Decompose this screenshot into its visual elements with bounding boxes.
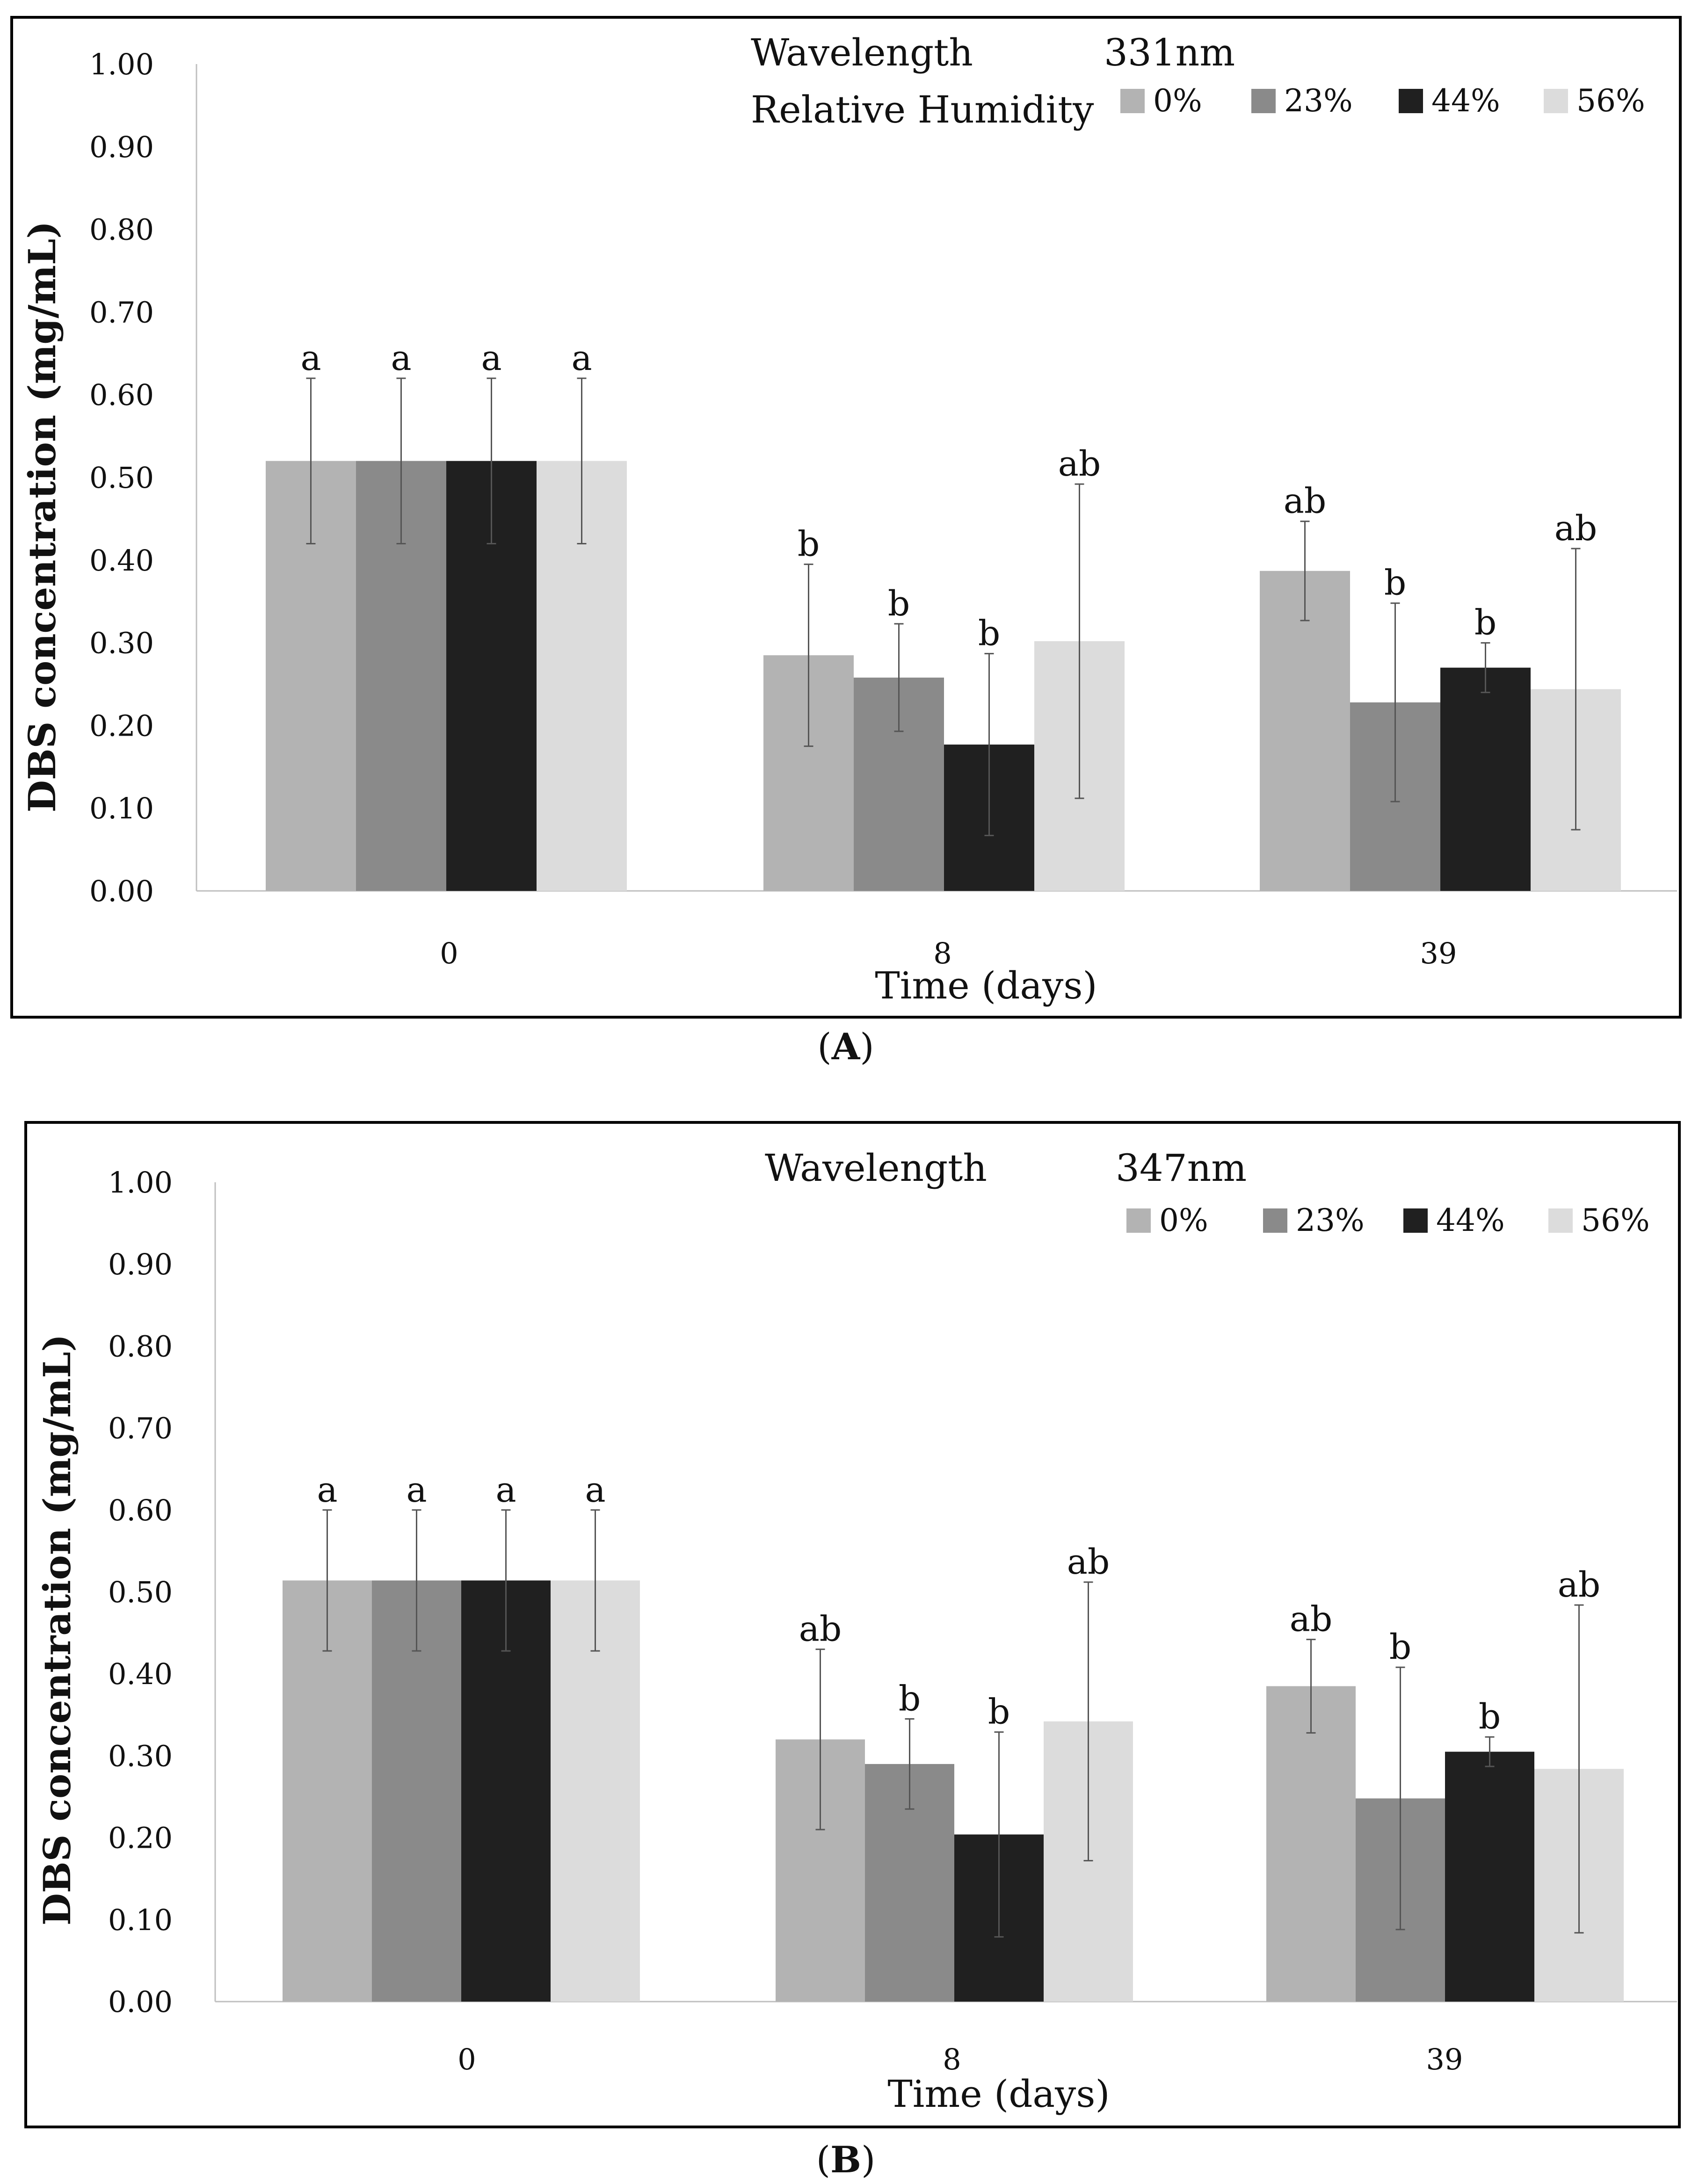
legend-swatch [1399, 89, 1423, 113]
legend: 0% 23% 44% 56% [1120, 83, 1645, 119]
legend-swatch [1251, 89, 1276, 113]
significance-label: b [1389, 1627, 1411, 1667]
y-tick-label: 0.70 [108, 1411, 173, 1446]
y-tick-label: 0.30 [89, 626, 154, 660]
significance-label: ab [1067, 1542, 1110, 1582]
bars: a a a a ab b b ab ab b b ab [283, 1470, 1624, 2002]
significance-label: a [391, 338, 411, 378]
significance-label: ab [1290, 1599, 1333, 1640]
significance-label: b [978, 614, 1000, 654]
bar [1260, 571, 1350, 891]
significance-label: b [1479, 1697, 1501, 1737]
y-tick-label: 0.40 [89, 543, 154, 578]
legend-swatch [1263, 1208, 1287, 1233]
significance-label: b [899, 1679, 921, 1719]
y-ticks: 0.00 0.10 0.20 0.30 0.40 0.50 0.60 0.70 0.80 0.90… [108, 1165, 1677, 2019]
significance-label: b [1384, 563, 1406, 603]
significance-label: a [495, 1470, 516, 1510]
significance-label: a [300, 338, 321, 378]
y-tick-label: 0.90 [89, 130, 154, 164]
significance-label: b [798, 524, 820, 564]
significance-label: a [585, 1470, 605, 1510]
y-tick-label: 0.80 [108, 1329, 173, 1363]
significance-label: b [1474, 603, 1496, 643]
chart-panel-b: Wavelength 347nm Time (days) DBS concent… [24, 1121, 1681, 2128]
panel-caption-b: (B) [816, 2139, 876, 2181]
legend-label: 0% [1159, 1202, 1208, 1238]
significance-label: ab [799, 1609, 842, 1649]
wavelength-label: Wavelength [751, 31, 973, 74]
significance-label: ab [1284, 481, 1327, 521]
significance-label: a [571, 338, 592, 378]
y-tick-label: 0.70 [89, 295, 154, 329]
x-ticks: 0 8 39 [457, 2042, 1463, 2076]
y-tick-label: 0.30 [108, 1739, 173, 1773]
y-tick-label: 1.00 [89, 47, 154, 81]
x-tick-label: 0 [457, 2042, 476, 2076]
legend-title: Relative Humidity [751, 88, 1094, 131]
x-tick-label: 8 [943, 2042, 961, 2076]
y-tick-label: 0.50 [108, 1575, 173, 1609]
significance-label: b [988, 1692, 1010, 1732]
legend-swatch [1548, 1208, 1573, 1233]
y-axis-title: DBS concentration (mg/mL) [35, 1334, 79, 1926]
legend-label: 44% [1431, 83, 1500, 119]
legend-swatch [1120, 89, 1145, 113]
significance-label: ab [1554, 508, 1598, 549]
y-tick-label: 0.10 [108, 1903, 173, 1937]
legend-label: 23% [1296, 1202, 1365, 1238]
y-tick-label: 0.00 [89, 874, 154, 908]
x-tick-label: 39 [1426, 2042, 1463, 2076]
y-tick-label: 0.20 [89, 709, 154, 743]
y-tick-label: 0.60 [108, 1493, 173, 1527]
x-axis-title: Time (days) [875, 964, 1097, 1007]
bar [1445, 1751, 1534, 2002]
significance-label: a [317, 1470, 337, 1510]
y-tick-label: 0.40 [108, 1657, 173, 1691]
legend-swatch [1544, 89, 1568, 113]
legend-swatch [1403, 1208, 1428, 1233]
legend-label: 56% [1576, 83, 1645, 119]
bar [1440, 667, 1531, 891]
y-tick-label: 1.00 [108, 1165, 173, 1200]
y-tick-label: 0.60 [89, 378, 154, 412]
significance-label: ab [1558, 1565, 1601, 1605]
significance-label: a [406, 1470, 427, 1510]
chart-panel-a: Wavelength 331nm Relative Humidity Time … [10, 16, 1682, 1019]
legend-swatch [1126, 1208, 1151, 1233]
significance-label: ab [1058, 444, 1101, 484]
panel-letter-a: A [831, 1026, 861, 1068]
x-tick-label: 39 [1420, 936, 1457, 970]
y-tick-label: 0.90 [108, 1247, 173, 1281]
x-tick-label: 0 [440, 936, 458, 970]
y-tick-label: 0.50 [89, 461, 154, 495]
y-tick-label: 0.20 [108, 1821, 173, 1855]
significance-label: b [888, 584, 910, 624]
wavelength-value: 331nm [1104, 31, 1235, 74]
panel-letter-b: B [830, 2139, 861, 2181]
y-tick-label: 0.00 [108, 1985, 173, 2019]
wavelength-label: Wavelength [765, 1146, 987, 1190]
x-axis-title: Time (days) [887, 2072, 1110, 2116]
y-axis-title: DBS concentration (mg/mL) [20, 221, 64, 813]
wavelength-value: 347nm [1116, 1146, 1247, 1190]
panel-caption-a: (A) [817, 1026, 874, 1068]
legend-label: 23% [1284, 83, 1353, 119]
legend-label: 0% [1153, 83, 1202, 119]
y-tick-label: 0.10 [89, 791, 154, 825]
legend: 0% 23% 44% 56% [1126, 1202, 1650, 1238]
x-ticks: 0 8 39 [440, 936, 1457, 970]
y-tick-label: 0.80 [89, 213, 154, 247]
bar [1266, 1686, 1356, 2002]
significance-label: a [481, 338, 501, 378]
legend-label: 56% [1581, 1202, 1650, 1238]
legend-label: 44% [1436, 1202, 1505, 1238]
x-tick-label: 8 [933, 936, 951, 970]
